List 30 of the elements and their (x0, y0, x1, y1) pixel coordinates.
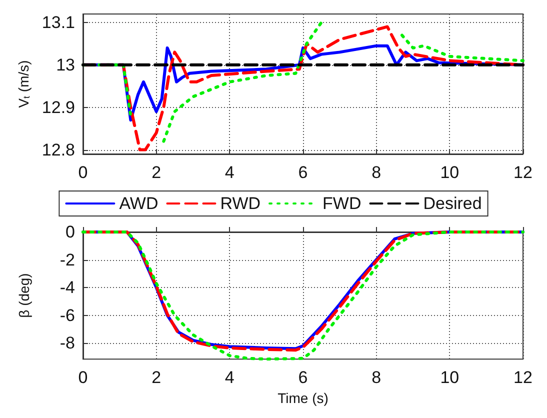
x-tick-label: 8 (372, 368, 382, 388)
y-axis-title: Vt (m/s) (16, 60, 32, 108)
y-tick-label: -8 (60, 334, 75, 353)
y-tick-label: 12.8 (42, 140, 75, 160)
y-tick-label: -4 (60, 278, 75, 298)
x-axis-title: Time (s) (278, 390, 328, 406)
x-tick-label: 6 (298, 163, 308, 182)
x-tick-label: 10 (440, 163, 460, 182)
y-tick-label: -6 (60, 306, 75, 325)
y-tick-label: 12.9 (42, 98, 75, 117)
y-tick-label: 13.1 (42, 12, 75, 32)
legend-label: FWD (322, 194, 362, 213)
legend-label: AWD (119, 194, 158, 213)
x-tick-label: 12 (514, 163, 532, 182)
y-tick-label: -2 (60, 250, 75, 270)
x-tick-label: 2 (152, 163, 162, 182)
y-tick-label: 0 (66, 222, 75, 242)
x-tick-label: 12 (514, 368, 532, 388)
x-tick-label: 6 (298, 368, 308, 388)
legend-label: RWD (220, 194, 261, 213)
x-tick-label: 4 (224, 368, 234, 388)
x-tick-label: 0 (78, 163, 88, 182)
x-tick-label: 4 (224, 163, 234, 182)
legend-label: Desired (423, 194, 482, 213)
x-tick-label: 8 (372, 163, 382, 182)
y-axis-title: β (deg) (16, 273, 32, 318)
x-tick-label: 10 (440, 368, 460, 388)
x-tick-label: 0 (78, 368, 88, 388)
y-tick-label: 13 (56, 55, 75, 74)
x-tick-label: 2 (152, 368, 162, 388)
